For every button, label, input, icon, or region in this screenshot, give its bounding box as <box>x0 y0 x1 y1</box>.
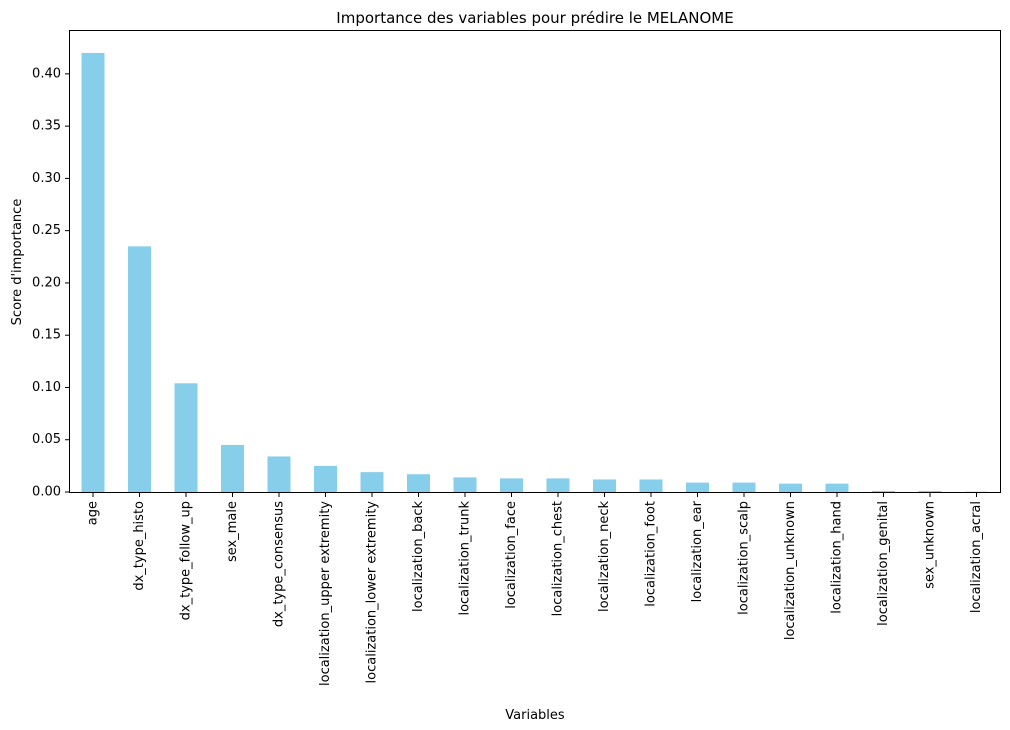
x-tick-label: localization_neck <box>597 501 612 612</box>
x-axis-ticks: age dx_type_histo dx_type_follow_up sex_mal… <box>86 492 984 686</box>
x-tick-label: localization_genital <box>876 501 891 626</box>
bar-localization-lower-extremity <box>360 472 384 492</box>
bar-localization-chest <box>546 478 570 492</box>
y-axis-ticks: 0.00 0.05 0.10 0.15 0.20 0.25 0.30 0.35 0.40 <box>32 66 70 500</box>
plot-frame <box>69 30 1001 493</box>
bar-localization-foot <box>639 479 663 492</box>
y-axis-label: Score d'importance <box>10 199 25 326</box>
x-tick-label: localization_back <box>411 501 426 612</box>
bar-localization-neck <box>593 479 616 492</box>
bar-localization-ear <box>686 482 709 492</box>
x-tick-label: localization_lower extremity <box>365 501 380 684</box>
bars <box>81 52 988 492</box>
bar-localization-face <box>500 478 523 492</box>
bar-localization-upper-extremity <box>314 465 337 492</box>
bar-localization-hand <box>825 483 849 492</box>
x-tick-label: age <box>86 501 101 525</box>
x-tick-label: dx_type_histo <box>132 501 147 591</box>
y-tick-label: 0.35 <box>32 119 61 134</box>
bar-sex-unknown <box>918 490 942 492</box>
x-tick-label: localization_ear <box>690 500 705 602</box>
y-tick-label: 0.10 <box>32 380 61 395</box>
y-tick-label: 0.20 <box>32 275 61 290</box>
x-tick-label: localization_unknown <box>783 501 798 640</box>
bar-age <box>81 52 105 492</box>
bar-localization-trunk <box>453 477 477 492</box>
x-axis-label: Variables <box>505 708 565 723</box>
y-tick-label: 0.30 <box>32 171 61 186</box>
x-tick-label: localization_hand <box>830 501 845 614</box>
chart-title: Importance des variables pour prédire le… <box>336 9 733 27</box>
x-tick-label: sex_male <box>225 501 240 562</box>
y-tick-label: 0.25 <box>32 223 61 238</box>
x-tick-label: localization_acral <box>969 501 984 613</box>
x-tick-label: localization_trunk <box>458 501 473 616</box>
y-tick-label: 0.00 <box>32 485 61 500</box>
x-tick-label: sex_unknown <box>923 501 938 589</box>
x-tick-label: dx_type_consensus <box>272 501 287 627</box>
bar-sex-male <box>221 444 244 492</box>
bar-localization-genital <box>872 490 895 492</box>
y-tick-label: 0.40 <box>32 66 61 81</box>
x-tick-label: localization_foot <box>644 501 659 607</box>
x-tick-label: localization_scalp <box>737 501 752 615</box>
bar-localization-unknown <box>779 483 802 492</box>
bar-localization-scalp <box>732 482 756 492</box>
x-tick-label: localization_face <box>504 501 519 609</box>
bar-dx-type-histo <box>128 246 151 492</box>
x-tick-label: localization_chest <box>551 501 566 616</box>
bar-dx-type-consensus <box>267 456 291 492</box>
y-tick-label: 0.05 <box>32 432 61 447</box>
bar-dx-type-follow-up <box>174 383 198 492</box>
x-tick-label: localization_upper extremity <box>318 501 333 686</box>
x-tick-label: dx_type_follow_up <box>179 501 194 620</box>
y-tick-label: 0.15 <box>32 328 61 343</box>
bar-localization-back <box>407 474 430 492</box>
